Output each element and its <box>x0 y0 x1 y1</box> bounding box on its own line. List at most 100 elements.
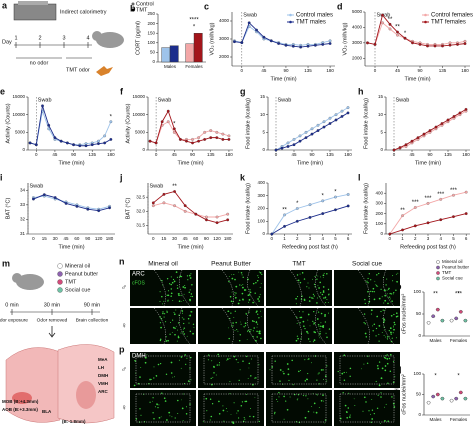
cfos-cell <box>191 283 193 286</box>
y-tick-label: 400 <box>257 180 265 185</box>
cfos-cell <box>218 362 221 364</box>
y-tick-label: 0 <box>262 231 265 236</box>
data-point <box>203 137 207 141</box>
significance: * <box>173 121 176 127</box>
legend-label: Social cue <box>442 276 463 281</box>
region-label: BLA <box>42 409 52 414</box>
group-mean <box>426 320 431 325</box>
cfos-cell <box>149 378 151 381</box>
cfos-cell <box>163 316 165 318</box>
cfos-cell <box>380 310 382 313</box>
cfos-cell <box>363 363 365 365</box>
cfos-cell <box>184 286 186 289</box>
cfos-cell <box>170 276 172 278</box>
panel-label: g <box>240 86 246 96</box>
cfos-cell <box>185 413 188 415</box>
cfos-cell <box>395 273 397 275</box>
event-label: Odor exposure <box>0 317 28 323</box>
y-tick-label: 10 <box>260 112 266 117</box>
cfos-cell <box>162 312 164 315</box>
cfos-cell <box>316 297 318 299</box>
cfos-cell <box>367 277 369 280</box>
region-label: (B:-1.8mm) <box>62 419 86 424</box>
y-tick-label: 150 <box>147 30 155 35</box>
x-tick-label: 45 <box>409 152 415 157</box>
cfos-cell <box>174 417 176 419</box>
y-tick-label: 200 <box>257 206 265 211</box>
series-line <box>153 202 228 218</box>
data-point <box>403 36 407 40</box>
cfos-cell <box>189 367 191 369</box>
cfos-cell <box>243 326 245 328</box>
calorimeter <box>13 3 57 21</box>
cfos-cell <box>244 418 246 420</box>
cfos-cell <box>175 309 177 311</box>
y-tick-label: 200 <box>147 21 155 26</box>
cfos-cell <box>362 410 364 412</box>
y-axis-label: Activity (Counts) <box>125 103 131 143</box>
data-point <box>322 125 326 129</box>
cfos-cell <box>387 296 389 298</box>
cfos-cell <box>247 294 250 297</box>
cfos-cell <box>375 335 377 337</box>
cfos-cell <box>156 403 158 406</box>
cfos-cell <box>315 411 318 414</box>
cfos-cell <box>246 394 247 395</box>
cfos-cell <box>133 384 136 387</box>
cfos-cell <box>183 333 186 335</box>
cfos-cell <box>234 296 237 299</box>
cfos-cell <box>345 371 347 373</box>
cfos-cell <box>321 293 324 296</box>
cfos-cell <box>390 298 391 300</box>
cfos-cell <box>313 283 316 286</box>
data-point <box>283 224 286 228</box>
data-point <box>401 214 404 218</box>
cfos-cell <box>166 419 168 421</box>
cfos-cell <box>327 302 329 304</box>
panel-label: i <box>0 172 3 182</box>
cfos-cell <box>385 336 387 338</box>
cfos-cell <box>276 398 278 400</box>
cfos-cell <box>339 417 342 420</box>
cfos-cell <box>349 375 351 378</box>
data-point <box>292 137 296 141</box>
cfos-cell <box>173 280 176 283</box>
cfos-cell <box>206 410 208 412</box>
cfos-cell <box>193 326 195 328</box>
cfos-cell <box>316 394 318 396</box>
cfos-cell <box>328 328 331 330</box>
cfos-cell <box>299 273 301 275</box>
cfos-cell <box>245 400 248 403</box>
data-point <box>59 139 63 143</box>
cfos-cell <box>240 323 242 325</box>
cfos-cell <box>241 284 242 286</box>
data-point <box>197 139 200 143</box>
event-label: Brain collection <box>76 317 109 323</box>
cfos-cell <box>237 410 239 412</box>
cfos-cell <box>323 272 325 274</box>
y-tick-label: 0 <box>380 231 383 236</box>
cfos-cell <box>234 292 236 294</box>
cfos-cell <box>319 281 322 284</box>
data-point <box>277 42 280 45</box>
cfos-cell <box>232 325 234 327</box>
cfos-cell <box>254 377 255 379</box>
cfos-cell <box>230 312 232 314</box>
group-mean <box>431 394 436 399</box>
micrograph <box>198 352 264 388</box>
swab-label: Swab <box>278 97 292 103</box>
cfos-cell <box>248 294 251 296</box>
region-outline <box>221 269 259 307</box>
cfos-cell <box>307 313 310 316</box>
cfos-cell <box>165 321 167 323</box>
legend-label: Mineral oil <box>65 263 90 269</box>
cfos-cell <box>367 290 369 293</box>
y-tick-label: 400 <box>375 190 383 195</box>
cfos-cell <box>211 360 213 362</box>
cfos-cell <box>250 329 252 331</box>
cfos-cell <box>288 379 290 382</box>
cfos-cell <box>386 362 389 365</box>
column-header: Mineral oil <box>148 261 178 268</box>
data-point <box>458 111 462 115</box>
cfos-cell <box>172 319 174 321</box>
